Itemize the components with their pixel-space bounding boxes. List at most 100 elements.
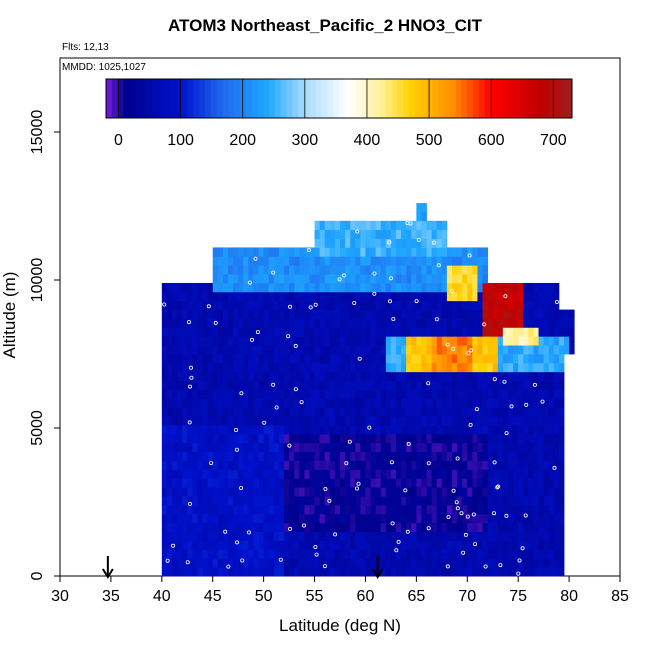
heatmap-cell xyxy=(533,336,539,346)
heatmap-cell xyxy=(370,309,377,319)
heatmap-cell xyxy=(304,318,310,328)
heatmap-cell xyxy=(411,460,417,470)
heatmap-cell xyxy=(523,558,529,568)
heatmap-cell xyxy=(370,460,377,470)
heatmap-cell xyxy=(502,549,509,559)
colorbar-segment xyxy=(280,79,287,118)
heatmap-cell xyxy=(299,442,305,453)
heatmap-cell xyxy=(177,504,183,515)
heatmap-cell xyxy=(309,442,315,453)
heatmap-cell xyxy=(375,345,382,355)
heatmap-cell xyxy=(299,247,305,257)
heatmap-cell xyxy=(436,291,443,302)
heatmap-cell xyxy=(345,282,351,293)
heatmap-cell xyxy=(472,496,478,506)
heatmap-cell xyxy=(477,398,483,408)
heatmap-cell xyxy=(396,487,402,497)
heatmap-cell xyxy=(508,282,514,293)
colorbar-segment xyxy=(566,79,573,118)
heatmap-cell xyxy=(172,362,178,373)
colorbar-segment xyxy=(304,79,311,118)
heatmap-cell xyxy=(431,398,438,408)
heatmap-cell xyxy=(426,318,433,328)
heatmap-cell xyxy=(452,380,458,390)
heatmap-cell xyxy=(508,398,514,408)
heatmap-cell xyxy=(502,531,509,541)
heatmap-cell xyxy=(462,398,468,408)
heatmap-cell xyxy=(172,496,178,506)
heatmap-cell xyxy=(278,336,285,346)
heatmap-cell xyxy=(421,567,427,577)
heatmap-cell xyxy=(360,398,366,408)
colorbar-segment xyxy=(292,79,299,118)
heatmap-cell xyxy=(314,256,321,266)
heatmap-cell xyxy=(472,389,478,399)
heatmap-cell xyxy=(452,460,458,470)
heatmap-cell xyxy=(553,398,560,408)
heatmap-cell xyxy=(355,433,361,444)
heatmap-cell xyxy=(569,309,575,319)
heatmap-cell xyxy=(523,416,529,426)
heatmap-cell xyxy=(238,354,244,364)
heatmap-cell xyxy=(380,442,387,453)
heatmap-cell xyxy=(482,549,489,559)
heatmap-cell xyxy=(319,220,326,231)
heatmap-cell xyxy=(396,220,402,231)
heatmap-cell xyxy=(299,318,305,328)
heatmap-cell xyxy=(243,265,249,275)
heatmap-cell xyxy=(497,300,504,310)
heatmap-cell xyxy=(446,318,453,328)
heatmap-cell xyxy=(345,389,351,399)
heatmap-cell xyxy=(446,496,453,506)
heatmap-cell xyxy=(426,433,433,444)
heatmap-cell xyxy=(436,487,443,497)
heatmap-cell xyxy=(263,345,270,355)
heatmap-cell xyxy=(487,442,494,453)
heatmap-cell xyxy=(426,380,433,390)
heatmap-cell xyxy=(207,282,214,293)
heatmap-cell xyxy=(452,469,458,479)
heatmap-cell xyxy=(192,407,198,417)
latitude-arrows xyxy=(102,556,384,579)
heatmap-cell xyxy=(273,407,280,417)
heatmap-cell xyxy=(263,487,270,497)
heatmap-cell xyxy=(467,300,473,310)
colorbar-segment xyxy=(438,79,445,118)
heatmap-cell xyxy=(263,291,270,302)
heatmap-cell xyxy=(329,469,336,479)
heatmap-cell xyxy=(233,362,239,373)
colorbar-segment xyxy=(420,79,427,118)
heatmap-cell xyxy=(355,460,361,470)
heatmap-cell xyxy=(401,229,407,239)
heatmap-cell xyxy=(192,291,198,302)
heatmap-cell xyxy=(365,238,371,248)
heatmap-cell xyxy=(278,513,285,524)
heatmap-cell xyxy=(360,558,366,568)
heatmap-cell xyxy=(202,522,209,532)
heatmap-cell xyxy=(314,522,321,532)
heatmap-cell xyxy=(487,487,494,497)
heatmap-cell xyxy=(406,460,412,470)
heatmap-cell xyxy=(375,442,382,453)
heatmap-cell xyxy=(278,318,285,328)
heatmap-cell xyxy=(452,300,458,310)
heatmap-cell xyxy=(462,416,468,426)
heatmap-cell xyxy=(497,487,504,497)
heatmap-cell xyxy=(263,247,270,257)
heatmap-cell xyxy=(543,540,550,550)
heatmap-cell xyxy=(182,371,188,382)
heatmap-cell xyxy=(350,371,356,382)
heatmap-cell xyxy=(426,265,433,275)
heatmap-cell xyxy=(202,300,209,310)
heatmap-cell xyxy=(161,354,168,364)
heatmap-cell xyxy=(289,433,295,444)
heatmap-cell xyxy=(329,336,336,346)
heatmap-cell xyxy=(212,425,219,435)
colorbar-segment xyxy=(245,79,253,118)
heatmap-cell xyxy=(421,407,427,417)
heatmap-cell xyxy=(278,300,285,310)
heatmap-cell xyxy=(553,567,560,577)
heatmap-cell xyxy=(177,425,183,435)
heatmap-cell xyxy=(334,540,341,550)
heatmap-cell xyxy=(268,371,275,382)
